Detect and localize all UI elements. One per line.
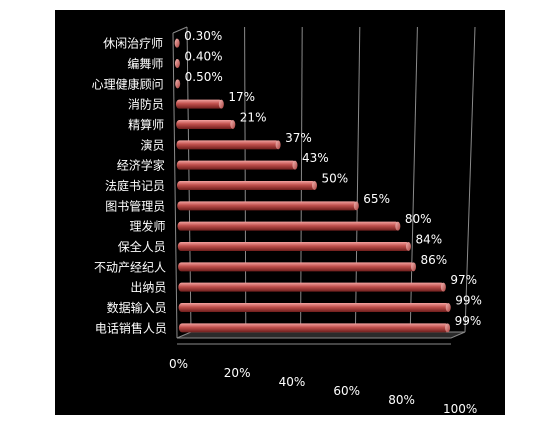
category-label: 休闲治疗师 xyxy=(103,37,163,51)
bar-cap xyxy=(440,282,446,292)
bar-cap xyxy=(292,160,298,170)
chart-floor xyxy=(176,331,466,339)
x-tick-label: 80% xyxy=(388,393,415,407)
category-label: 编舞师 xyxy=(127,56,163,71)
category-label: 心理健康顾问 xyxy=(92,76,164,91)
category-label: 数据输入员 xyxy=(107,300,167,315)
bar xyxy=(177,242,410,251)
category-label: 出纳员 xyxy=(130,281,166,295)
bar xyxy=(178,282,445,292)
bar xyxy=(176,120,234,129)
bar-cap xyxy=(312,181,317,190)
category-label: 不动产经纪人 xyxy=(94,260,166,274)
value-label: 97% xyxy=(450,273,477,287)
bar xyxy=(176,140,280,150)
category-label: 经济学家 xyxy=(117,158,165,173)
gridline xyxy=(244,26,247,333)
category-label: 演员 xyxy=(140,137,164,152)
bar xyxy=(178,323,449,333)
gridline xyxy=(300,26,303,333)
value-label: 17% xyxy=(228,90,255,104)
bar xyxy=(177,181,316,190)
category-label: 消防员 xyxy=(128,97,164,112)
bars-layer xyxy=(174,38,451,333)
value-label: 80% xyxy=(405,212,432,226)
chart-frame: 0% 20% 40% 60% 80% 100% 休闲治疗师 0.30% 编舞师 0.40% 心理健康… xyxy=(55,10,505,415)
bar-chart: 0% 20% 40% 60% 80% 100% 休闲治疗师 0.30% 编舞师 0.40% 心理健康… xyxy=(92,26,482,415)
value-label: 0.40% xyxy=(184,50,222,64)
value-label: 65% xyxy=(363,192,390,206)
value-label: 99% xyxy=(455,314,482,328)
category-label: 图书管理员 xyxy=(105,198,165,213)
bar-cap xyxy=(218,99,224,109)
bar xyxy=(177,201,358,211)
value-label: 21% xyxy=(240,111,267,125)
value-label: 37% xyxy=(285,131,312,145)
bar-cap xyxy=(395,221,401,231)
x-tick-label: 0% xyxy=(169,357,188,371)
bar-cap xyxy=(175,79,181,89)
bar-cap xyxy=(445,303,451,312)
category-label: 法庭书记员 xyxy=(105,178,165,193)
bar-cap xyxy=(353,201,359,211)
value-label: 0.30% xyxy=(184,29,222,43)
bar-cap xyxy=(230,120,236,129)
x-tick-label: 60% xyxy=(333,384,360,398)
bar-cap xyxy=(411,262,417,272)
bar xyxy=(177,221,399,231)
bar-cap xyxy=(445,323,451,333)
wall-edge xyxy=(172,26,188,34)
value-label: 84% xyxy=(415,233,442,247)
category-label: 电话销售人员 xyxy=(95,320,167,335)
bar xyxy=(175,99,223,109)
labels-layer: 0% 20% 40% 60% 80% 100% 休闲治疗师 0.30% 编舞师 0.40% 心理健康… xyxy=(92,29,482,415)
bar xyxy=(178,303,450,312)
gridline xyxy=(409,26,418,333)
gridline xyxy=(186,26,192,333)
bar xyxy=(176,160,296,170)
x-tick-label: 40% xyxy=(279,375,306,389)
bar-cap xyxy=(405,242,411,251)
category-axis-line xyxy=(172,32,178,339)
x-tick-label: 100% xyxy=(443,402,477,415)
x-tick-label: 20% xyxy=(224,366,251,380)
value-label: 50% xyxy=(322,172,349,186)
value-label: 0.50% xyxy=(185,70,223,84)
value-label: 43% xyxy=(302,151,329,165)
value-label: 99% xyxy=(455,294,482,308)
bar xyxy=(178,262,415,272)
value-label: 86% xyxy=(421,253,448,267)
category-label: 精算师 xyxy=(128,117,164,132)
grid-layer xyxy=(172,26,476,345)
bar-cap xyxy=(174,38,180,48)
category-label: 理发师 xyxy=(130,219,166,234)
category-label: 保全人员 xyxy=(118,239,166,254)
bar-cap xyxy=(275,140,281,150)
gridline xyxy=(354,26,361,333)
gridline xyxy=(464,26,476,333)
bar-cap xyxy=(174,59,180,68)
